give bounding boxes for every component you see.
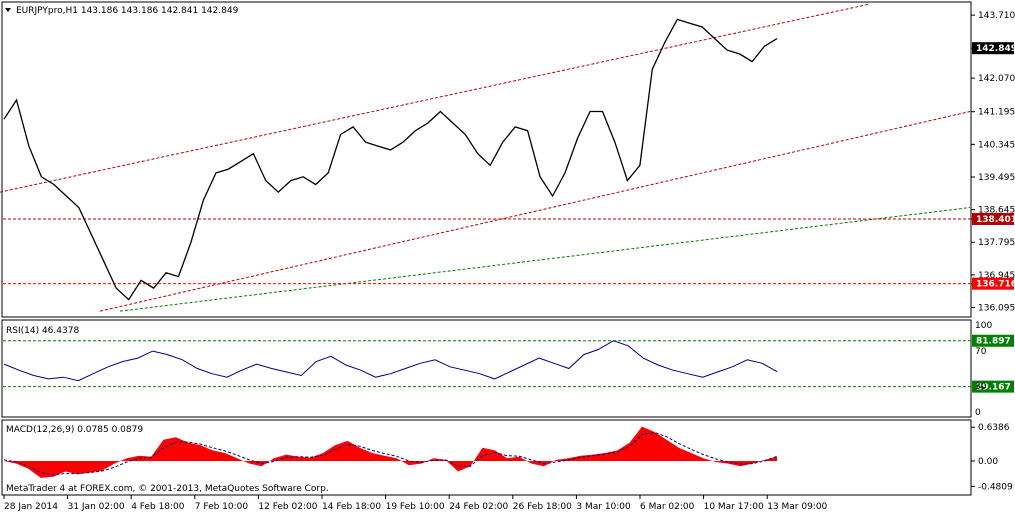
rsi-level-label: 81.897 xyxy=(976,337,1011,347)
price-tick-label: 139.495 xyxy=(978,173,1015,183)
rsi-panel[interactable] xyxy=(1,319,972,418)
price-series-line xyxy=(3,18,778,301)
rsi-tick-label: 0 xyxy=(975,408,981,418)
macd-signal-line xyxy=(3,431,778,476)
level-price-label: 136.716 xyxy=(976,280,1015,290)
current-price-label: 142.849 xyxy=(976,44,1015,54)
macd-tick-label: 0.00 xyxy=(978,457,998,467)
rsi-tick-label: 30 xyxy=(975,382,987,392)
level-price-label: 138.401 xyxy=(976,215,1015,225)
macd-panel[interactable] xyxy=(1,419,972,496)
support-line xyxy=(119,206,971,312)
time-tick-label: 7 Feb 10:00 xyxy=(195,502,249,512)
time-tick-label: 28 Jan 2014 xyxy=(4,502,58,512)
macd-histogram-area xyxy=(4,426,777,478)
macd-tick-label: -0.4809 xyxy=(978,482,1013,492)
price-tick-label: 142.070 xyxy=(978,74,1015,84)
time-tick-label: 26 Feb 18:00 xyxy=(513,502,572,512)
time-tick-label: 19 Feb 10:00 xyxy=(386,502,445,512)
rsi-tick-label: 70 xyxy=(975,347,987,357)
time-tick-label: 31 Jan 02:00 xyxy=(68,502,125,512)
rsi-series-line xyxy=(3,340,778,382)
macd-header: MACD(12,26,9) 0.0785 0.0879 xyxy=(6,425,143,435)
time-tick-label: 12 Feb 02:00 xyxy=(258,502,317,512)
price-tick-label: 138.645 xyxy=(978,206,1015,216)
lower-channel xyxy=(99,111,971,312)
time-tick-label: 10 Mar 17:00 xyxy=(704,502,764,512)
time-tick-label: 13 Mar 09:00 xyxy=(767,502,827,512)
main-chart-header: EURJPYpro,H1 143.186 143.186 142.841 142… xyxy=(5,6,239,16)
time-tick-label: 14 Feb 18:00 xyxy=(322,502,381,512)
symbol-ohlc-label: EURJPYpro,H1 143.186 143.186 142.841 142… xyxy=(16,6,239,16)
price-tick-label: 136.945 xyxy=(978,271,1015,281)
price-tick-label: 141.195 xyxy=(978,108,1015,118)
price-tick-label: 136.095 xyxy=(978,304,1015,314)
time-tick-label: 6 Mar 02:00 xyxy=(640,502,695,512)
price-tick-label: 140.345 xyxy=(978,140,1015,150)
current-price-badge xyxy=(972,42,1014,55)
macd-tick-label: 0.6386 xyxy=(978,423,1010,433)
rsi-level-badge xyxy=(972,380,1014,393)
watermark: MetaTrader 4 at FOREX.com, © 2001-2013, … xyxy=(6,484,329,494)
main-chart-panel[interactable] xyxy=(1,1,972,318)
rsi-tick-label: 100 xyxy=(975,321,992,331)
rsi-level-label: 29.167 xyxy=(976,383,1011,393)
price-tick-label: 137.795 xyxy=(978,238,1015,248)
level-price-badge xyxy=(972,212,1014,225)
price-tick-label: 143.710 xyxy=(978,11,1015,21)
level-price-badge xyxy=(972,277,1014,290)
time-tick-label: 24 Feb 02:00 xyxy=(449,502,508,512)
time-tick-label: 3 Mar 10:00 xyxy=(576,502,631,512)
dropdown-arrow-icon[interactable] xyxy=(5,8,11,12)
time-tick-label: 4 Feb 18:00 xyxy=(131,502,185,512)
rsi-level-badge xyxy=(972,334,1014,347)
upper-channel xyxy=(0,3,871,193)
rsi-header: RSI(14) 46.4378 xyxy=(6,326,79,336)
